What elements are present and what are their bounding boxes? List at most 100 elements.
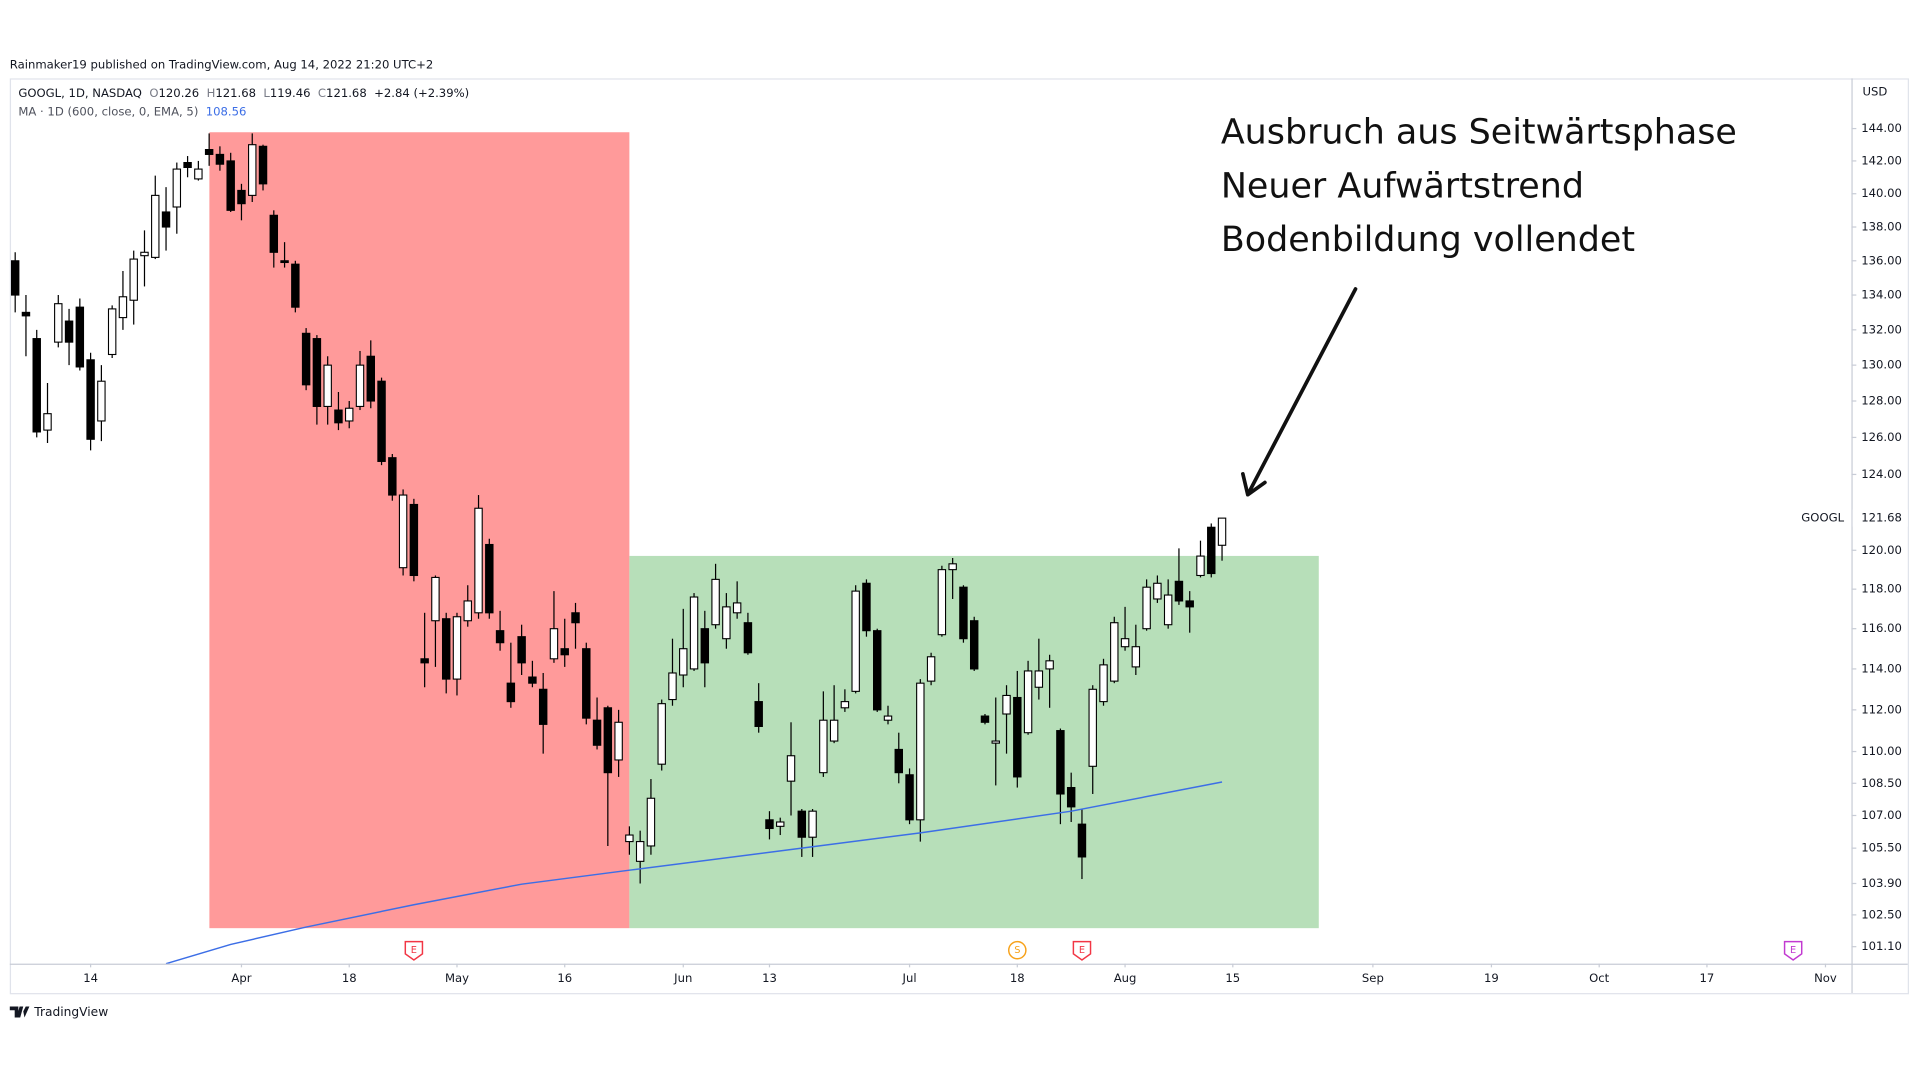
candle-body: [280, 260, 289, 264]
legend-field: L: [263, 86, 270, 100]
x-tick-label: Sep: [1362, 971, 1384, 985]
candle-body: [194, 168, 203, 180]
candle-body: [592, 719, 602, 746]
annotation-line: Ausbruch aus Seitwärtsphase: [1221, 112, 1737, 152]
price-label-name: GOOGL: [1801, 511, 1844, 525]
candle-body: [1185, 600, 1194, 608]
x-tick-label: Aug: [1114, 971, 1137, 985]
x-tick-label: 15: [1225, 971, 1240, 985]
symbol-legend: GOOGL, 1D, NASDAQ O120.26 H121.68 L119.4…: [18, 86, 469, 100]
candle-body: [161, 211, 171, 228]
event-marker: E: [404, 940, 424, 961]
candle-body: [668, 672, 677, 701]
candle-body: [258, 145, 268, 185]
logo-mark: [9, 1006, 30, 1018]
candle-body: [732, 602, 742, 614]
candle-body: [765, 819, 774, 830]
candle-body: [248, 144, 257, 196]
y-tick-label: 107.00: [1861, 808, 1902, 822]
ma-name: MA · 1D (600, close, 0, EMA, 5): [18, 104, 198, 118]
candle-body: [722, 606, 731, 640]
legend-field: C: [318, 86, 326, 100]
candle-body: [1099, 664, 1108, 703]
x-tick-label: Oct: [1589, 971, 1610, 985]
y-tick-label: 118.00: [1861, 582, 1902, 596]
candle-body: [1077, 823, 1087, 858]
candle-body: [679, 648, 688, 676]
candle-body: [786, 755, 796, 782]
candle-body: [1196, 555, 1205, 577]
y-tick-label: 134.00: [1861, 288, 1902, 302]
footer-brand: TradingView: [33, 1005, 108, 1019]
event-marker: E: [1783, 940, 1803, 961]
candle-body: [916, 682, 925, 821]
candle-body: [452, 616, 462, 680]
chart-frame: [9, 78, 1909, 995]
candle-body: [883, 715, 893, 721]
y-tick-label: 116.00: [1861, 621, 1902, 635]
candle-body: [926, 656, 936, 682]
y-tick-label: 140.00: [1861, 186, 1902, 200]
candle-body: [495, 630, 505, 644]
candle-body: [1045, 660, 1054, 670]
candle-body: [474, 507, 483, 614]
y-tick-label: 101.10: [1861, 939, 1902, 953]
candle-body: [140, 251, 149, 257]
candle-body: [840, 701, 850, 709]
candle-body: [635, 841, 645, 862]
candle-body: [1142, 586, 1151, 630]
y-tick-label: 142.00: [1861, 153, 1902, 167]
candle-body: [517, 636, 526, 664]
candle-body: [129, 258, 138, 301]
event-badge: [1783, 940, 1803, 961]
candle-body: [21, 311, 31, 317]
candle-body: [689, 596, 699, 670]
y-tick-label: 108.50: [1861, 776, 1902, 790]
candle-body: [614, 721, 623, 761]
candle-body: [1153, 582, 1162, 600]
candle-body: [862, 582, 871, 632]
y-tick-label: 110.00: [1861, 744, 1902, 758]
candle-body: [1034, 670, 1044, 688]
event-badge: [404, 940, 424, 961]
event-label: E: [1790, 945, 1796, 956]
candle-body: [646, 797, 656, 847]
x-tick-label: May: [445, 971, 469, 985]
legend-value: 121.68: [215, 86, 256, 100]
candle-body: [463, 600, 472, 622]
candle-body: [797, 810, 807, 838]
legend-change: +2.84 (+2.39%): [374, 86, 469, 100]
candle-body: [1056, 730, 1065, 795]
candle-body: [366, 355, 375, 402]
price-label-value: 121.68: [1861, 511, 1902, 525]
candle-body: [431, 576, 440, 622]
ma-legend: MA · 1D (600, close, 0, EMA, 5) 108.56: [18, 104, 246, 118]
candle-body: [1174, 580, 1184, 602]
legend-field: O: [149, 86, 158, 100]
candle-body: [1002, 694, 1011, 715]
symbol: GOOGL, 1D, NASDAQ: [18, 86, 142, 100]
candle-body: [1207, 526, 1216, 575]
candle-body: [388, 457, 397, 496]
candle-body: [345, 407, 354, 422]
candle-body: [506, 682, 516, 703]
candle-body: [183, 162, 192, 169]
candle-body: [1023, 670, 1033, 734]
candle-body: [237, 189, 246, 205]
y-tick-label: 112.00: [1861, 702, 1902, 716]
y-tick-label: 103.90: [1861, 876, 1902, 890]
event-badge: [1072, 940, 1092, 961]
candle-body: [10, 260, 20, 296]
candle-body: [172, 168, 182, 208]
candle-body: [851, 590, 860, 692]
candle-body: [1217, 517, 1227, 546]
x-tick-label: Jun: [673, 971, 692, 985]
event-marker: E: [1072, 940, 1092, 961]
candle-body: [226, 160, 235, 211]
candle-body: [905, 774, 914, 821]
ma-line: [165, 781, 1223, 964]
candle-body: [808, 810, 817, 838]
x-tick-label: 18: [342, 971, 357, 985]
candle-body: [54, 303, 63, 343]
